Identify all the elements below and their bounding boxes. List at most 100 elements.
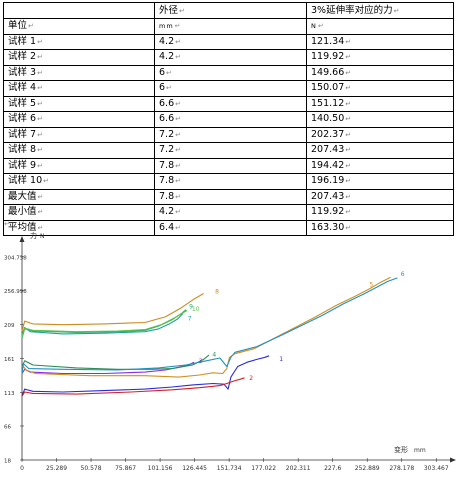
paragraph-mark: ↵ xyxy=(4,220,10,228)
diameter-cell: 6↵ xyxy=(154,64,307,81)
series-line-6 xyxy=(21,277,398,374)
header-cell-blank xyxy=(3,2,155,19)
units-cell-label: 单位↵ xyxy=(3,18,155,35)
table-row: 试样 5↵ 6.6↵ 151.12↵ xyxy=(3,95,454,112)
diameter-cell: 7.2↵ xyxy=(154,126,307,143)
series-label-1: 1 xyxy=(279,356,283,363)
results-table: 外径↵ 3%延伸率对应的力↵ 单位↵ mm↵ N↵ 试样 1↵ 4.2↵ 121.3… xyxy=(3,2,454,236)
header-cell-force: 3%延伸率对应的力↵ xyxy=(306,2,454,19)
force-cell: 202.37↵ xyxy=(306,126,454,143)
diameter-cell: 4.2↵ xyxy=(154,204,307,221)
sample-name-cell: 试样 1↵ xyxy=(3,33,155,50)
y-tick-label: 304.738 xyxy=(4,255,27,261)
force-cell: 207.43↵ xyxy=(306,142,454,159)
y-axis-unit: N xyxy=(40,233,45,240)
sample-name-cell: 试样 3↵ xyxy=(3,64,155,81)
series-label-7: 7 xyxy=(188,315,192,322)
units-cell-diameter: mm↵ xyxy=(154,18,307,35)
sample-name-cell: 试样 5↵ xyxy=(3,95,155,112)
table-row: 试样 2↵ 4.2↵ 119.92↵ xyxy=(3,49,454,66)
diameter-cell: 4.2↵ xyxy=(154,33,307,50)
y-tick-label: 66 xyxy=(4,424,11,430)
table-row: 试样 1↵ 4.2↵ 121.34↵ xyxy=(3,33,454,50)
table-row: 试样 10↵ 7.8↵ 196.19↵ xyxy=(3,173,454,190)
sample-name-cell: 试样 6↵ xyxy=(3,111,155,128)
force-cell: 121.34↵ xyxy=(306,33,454,50)
diameter-cell: 7.8↵ xyxy=(154,188,307,205)
y-tick-label: 161 xyxy=(4,357,15,363)
series-line-3 xyxy=(21,361,195,375)
x-tick-label: 0 xyxy=(20,465,24,472)
sample-name-cell: 平均值↵ xyxy=(3,219,155,236)
table-row: 试样 3↵ 6↵ 149.66↵ xyxy=(3,64,454,81)
x-tick-label: 227.6 xyxy=(324,465,341,472)
table-row: 试样 9↵ 7.8↵ 194.42↵ xyxy=(3,157,454,174)
force-cell: 151.12↵ xyxy=(306,95,454,112)
y-tick-label: 113 xyxy=(4,391,15,397)
table-row: 最小值↵ 4.2↵ 119.92↵ xyxy=(3,204,454,221)
table-row: 试样 7↵ 7.2↵ 202.37↵ xyxy=(3,126,454,143)
force-cell: 196.19↵ xyxy=(306,173,454,190)
force-cell: 119.92↵ xyxy=(306,204,454,221)
x-axis-title: 变形 xyxy=(394,445,408,454)
sample-name-cell: 试样 7↵ xyxy=(3,126,155,143)
sample-name-cell: 最小值↵ xyxy=(3,204,155,221)
header-cell-diameter: 外径↵ xyxy=(154,2,307,19)
table-units-row: 单位↵ mm↵ N↵ xyxy=(3,18,454,35)
table-row: 试样 8↵ 7.2↵ 207.43↵ xyxy=(3,142,454,159)
sample-name-cell: 试样 4↵ xyxy=(3,80,155,97)
diameter-cell: 6↵ xyxy=(154,80,307,97)
force-cell: 194.42↵ xyxy=(306,157,454,174)
force-cell: 163.30↵ xyxy=(306,219,454,236)
sample-name-cell: 最大值↵ xyxy=(3,188,155,205)
series-line-4 xyxy=(21,354,210,370)
x-tick-label: 202.311 xyxy=(286,465,311,472)
x-tick-label: 252.889 xyxy=(355,465,380,472)
x-tick-label: 303.467 xyxy=(424,465,449,472)
force-cell: 149.66↵ xyxy=(306,64,454,81)
series-label-8: 8 xyxy=(215,288,219,295)
series-line-2 xyxy=(21,377,245,397)
table-row: 试样 6↵ 6.6↵ 140.50↵ xyxy=(3,111,454,128)
series-label-6: 6 xyxy=(401,271,405,278)
diameter-cell: 6.6↵ xyxy=(154,111,307,128)
sample-name-cell: 试样 8↵ xyxy=(3,142,155,159)
y-axis-title: 力 xyxy=(30,231,37,240)
force-cell: 150.07↵ xyxy=(306,80,454,97)
y-axis-arrow xyxy=(19,236,25,242)
x-tick-label: 151.734 xyxy=(217,465,242,472)
diameter-cell: 4.2↵ xyxy=(154,49,307,66)
x-tick-label: 25.289 xyxy=(46,465,67,472)
force-cell: 140.50↵ xyxy=(306,111,454,128)
diameter-cell: 7.8↵ xyxy=(154,173,307,190)
units-cell-force: N↵ xyxy=(306,18,454,35)
diameter-cell: 7.8↵ xyxy=(154,157,307,174)
x-tick-label: 278.178 xyxy=(389,465,414,472)
force-deformation-chart: 力 N 变形 mm 18 66 113 161 209 256.998 304.738 0 25.28… xyxy=(0,224,458,476)
x-tick-label: 177.022 xyxy=(251,465,276,472)
sample-name-cell: 试样 9↵ xyxy=(3,157,155,174)
table-row: 最大值↵ 7.8↵ 207.43↵ xyxy=(3,188,454,205)
series-label-2: 2 xyxy=(249,375,253,382)
series-line-1 xyxy=(21,355,270,397)
force-cell: 119.92↵ xyxy=(306,49,454,66)
y-tick-label: 209 xyxy=(4,323,15,329)
table-row: 试样 4↵ 6↵ 150.07↵ xyxy=(3,80,454,97)
table-row: 平均值↵ 6.4↵ 163.30↵ xyxy=(3,219,454,236)
sample-name-cell: 试样 2↵ xyxy=(3,49,155,66)
x-tick-label: 75.867 xyxy=(115,465,136,472)
table-header-row: 外径↵ 3%延伸率对应的力↵ xyxy=(3,2,454,19)
diameter-cell: 7.2↵ xyxy=(154,142,307,159)
force-cell: 207.43↵ xyxy=(306,188,454,205)
x-axis-unit: mm xyxy=(414,447,426,454)
series-label-9: 9 xyxy=(189,303,193,310)
x-axis-arrow xyxy=(450,457,456,463)
series-line-10 xyxy=(21,310,188,337)
series-label-4: 4 xyxy=(212,352,216,359)
series-label-5: 5 xyxy=(369,281,373,288)
series-line-8 xyxy=(21,293,204,332)
x-tick-label: 50.578 xyxy=(81,465,102,472)
y-tick-label: 18 xyxy=(4,459,11,465)
